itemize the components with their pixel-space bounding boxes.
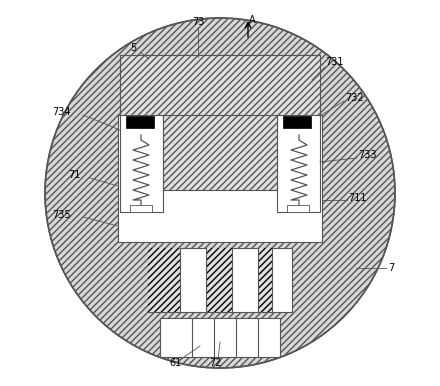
Bar (163, 115, 277, 190)
Bar (206, 248, 232, 312)
Bar (148, 248, 180, 312)
Text: 61: 61 (169, 358, 181, 368)
Bar (120, 120, 320, 130)
Bar (148, 248, 292, 312)
Bar (120, 115, 163, 212)
Bar (120, 55, 320, 120)
Bar (126, 116, 154, 128)
Bar (283, 116, 311, 128)
Text: 73: 73 (192, 17, 204, 27)
Bar (277, 115, 320, 212)
Text: 71: 71 (68, 170, 81, 180)
Text: 7: 7 (388, 263, 394, 273)
Bar (287, 205, 309, 212)
Bar (160, 318, 280, 357)
Text: 735: 735 (52, 210, 71, 220)
Text: 711: 711 (348, 193, 367, 203)
Bar (118, 115, 322, 242)
Bar (258, 248, 272, 312)
Text: A: A (249, 15, 255, 25)
Text: 733: 733 (358, 150, 377, 160)
Text: 732: 732 (345, 93, 363, 103)
Text: 731: 731 (325, 57, 344, 67)
Text: 734: 734 (52, 107, 70, 117)
Text: 72: 72 (209, 358, 221, 368)
Bar (130, 205, 152, 212)
Text: 5: 5 (130, 43, 136, 53)
Circle shape (45, 18, 395, 368)
